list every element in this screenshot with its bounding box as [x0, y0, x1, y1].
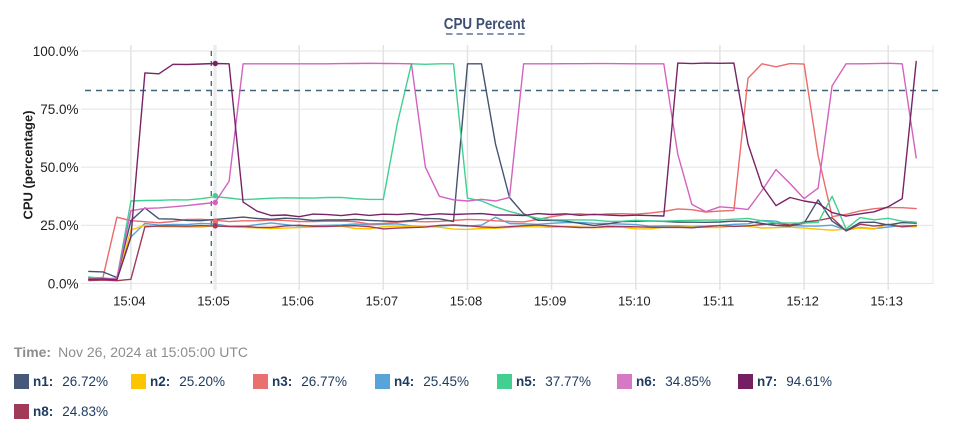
svg-text:15:09: 15:09	[534, 294, 567, 309]
svg-text:15:07: 15:07	[366, 294, 399, 309]
svg-text:15:11: 15:11	[703, 294, 735, 309]
svg-text:25.0%: 25.0%	[40, 218, 78, 233]
svg-text:100.0%: 100.0%	[33, 44, 79, 59]
svg-text:15:08: 15:08	[450, 294, 483, 309]
svg-text:CPU (percentage): CPU (percentage)	[21, 110, 36, 219]
svg-text:15:06: 15:06	[281, 294, 314, 309]
svg-text:15:13: 15:13	[870, 294, 903, 309]
svg-text:15:04: 15:04	[113, 294, 146, 309]
svg-text:50.0%: 50.0%	[40, 160, 78, 175]
svg-text:75.0%: 75.0%	[40, 102, 78, 117]
svg-text:15:05: 15:05	[197, 294, 230, 309]
svg-text:15:12: 15:12	[786, 294, 819, 309]
svg-text:15:10: 15:10	[618, 294, 651, 309]
svg-text:0.0%: 0.0%	[48, 276, 79, 291]
